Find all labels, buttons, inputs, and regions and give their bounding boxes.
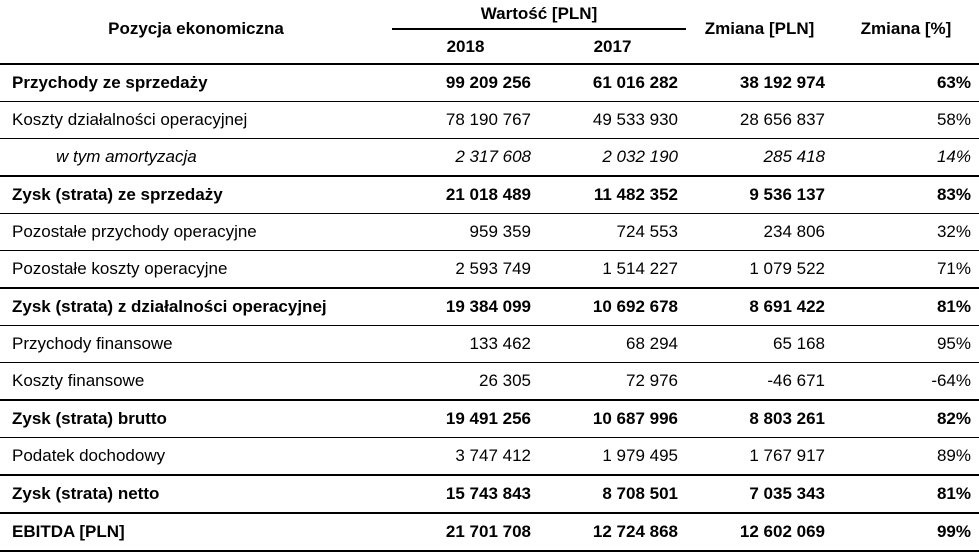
change-pln: 285 418 [763,147,825,166]
value-2018: 99 209 256 [445,73,531,92]
change-pln: 8 691 422 [749,297,825,316]
table-row: Zysk (strata) z działalności operacyjnej… [0,289,979,325]
value-2017: 8 708 501 [602,484,678,503]
row-label: Zysk (strata) brutto [12,409,167,428]
value-2017: 724 553 [616,222,678,241]
value-2018: 26 305 [479,371,531,390]
change-pln: 65 168 [773,334,825,353]
row-label: Zysk (strata) ze sprzedaży [12,185,223,204]
row-label: Pozostałe przychody operacyjne [12,222,257,241]
value-2017: 68 294 [626,334,678,353]
value-2017: 49 533 930 [592,110,678,129]
row-divider [0,437,979,438]
change-pct: 82% [936,409,971,428]
table-row: Zysk (strata) brutto 19 491 256 10 687 9… [0,401,979,437]
change-pct: 58% [936,110,971,129]
change-pct: 14% [936,147,971,166]
value-2017: 10 687 996 [592,409,678,428]
row-label: Podatek dochodowy [12,446,166,465]
table-row: Pozostałe koszty operacyjne 2 593 749 1 … [0,251,979,287]
row-divider [0,250,979,251]
table-row: Koszty działalności operacyjnej 78 190 7… [0,102,979,138]
row-label: w tym amortyzacja [56,147,197,166]
change-pct: 95% [936,334,971,353]
value-2018: 3 747 412 [455,446,531,465]
value-2018: 2 317 608 [455,147,531,166]
value-2018: 959 359 [469,222,531,241]
row-label: Koszty działalności operacyjnej [12,110,248,129]
table-row: EBITDA [PLN] 21 701 708 12 724 868 12 60… [0,514,979,550]
change-pln: 9 536 137 [749,185,825,204]
row-label: Przychody ze sprzedaży [12,73,208,92]
change-pct: 32% [936,222,971,241]
table-row: Przychody ze sprzedaży 99 209 256 61 016… [0,65,979,101]
value-2018: 78 190 767 [445,110,531,129]
row-divider [0,474,979,476]
change-pln: 12 602 069 [739,522,825,541]
value-2017: 2 032 190 [602,147,678,166]
value-2017: 10 692 678 [592,297,678,316]
row-divider [0,325,979,326]
row-label: Zysk (strata) netto [12,484,160,503]
change-pct: -64% [931,371,971,390]
value-2018: 19 384 099 [445,297,531,316]
value-2017: 1 979 495 [602,446,678,465]
change-pln: -46 671 [767,371,825,390]
row-label: EBITDA [PLN] [12,522,125,541]
table-row: Podatek dochodowy 3 747 412 1 979 495 1 … [0,438,979,474]
row-divider [0,175,979,177]
change-pln: 7 035 343 [749,484,825,503]
header-change-pct: Zmiana [%] [860,19,952,38]
row-label: Zysk (strata) z działalności operacyjnej [12,297,327,316]
change-pct: 89% [936,446,971,465]
value-2017: 72 976 [626,371,678,390]
row-label: Przychody finansowe [12,334,173,353]
value-2017: 11 482 352 [593,185,678,204]
row-divider [0,213,979,214]
row-divider [0,287,979,289]
header-year-2018: 2018 [446,37,485,56]
table-row: w tym amortyzacja 2 317 608 2 032 190 28… [0,139,979,175]
value-2018: 15 743 843 [445,484,531,503]
change-pln: 38 192 974 [739,73,825,92]
value-2017: 1 514 227 [602,259,678,278]
change-pln: 28 656 837 [739,110,825,129]
value-2017: 12 724 868 [592,522,678,541]
row-divider [0,138,979,139]
header-change-pln: Zmiana [PLN] [704,19,815,38]
value-2018: 133 462 [469,334,531,353]
row-divider [0,63,979,65]
change-pct: 81% [936,297,971,316]
change-pct: 99% [936,522,971,541]
table-row: Zysk (strata) netto 15 743 843 8 708 501… [0,476,979,512]
change-pln: 8 803 261 [749,409,825,428]
header-position: Pozycja ekonomiczna [108,19,284,38]
table-row: Pozostałe przychody operacyjne 959 359 7… [0,214,979,250]
header-year-2017: 2017 [593,37,632,56]
value-2018: 21 701 708 [445,522,531,541]
value-2018: 2 593 749 [455,259,531,278]
change-pln: 234 806 [763,222,825,241]
row-label: Pozostałe koszty operacyjne [12,259,228,278]
header-value: Wartość [PLN] [480,4,598,23]
change-pln: 1 767 917 [749,446,825,465]
value-2018: 19 491 256 [445,409,531,428]
row-label: Koszty finansowe [12,371,145,390]
value-2017: 61 016 282 [592,73,678,92]
table-body: Przychody ze sprzedaży 99 209 256 61 016… [0,63,979,552]
header-value-underline [392,28,686,30]
change-pct: 63% [936,73,971,92]
row-divider [0,512,979,514]
change-pln: 1 079 522 [749,259,825,278]
row-divider [0,399,979,401]
value-2018: 21 018 489 [445,185,531,204]
row-divider [0,362,979,363]
table-row: Przychody finansowe 133 462 68 294 65 16… [0,326,979,362]
table-row: Koszty finansowe 26 305 72 976 -46 671 -… [0,363,979,399]
table-row: Zysk (strata) ze sprzedaży 21 018 489 11… [0,177,979,213]
change-pct: 71% [936,259,971,278]
change-pct: 81% [936,484,971,503]
change-pct: 83% [936,185,971,204]
row-divider [0,101,979,102]
